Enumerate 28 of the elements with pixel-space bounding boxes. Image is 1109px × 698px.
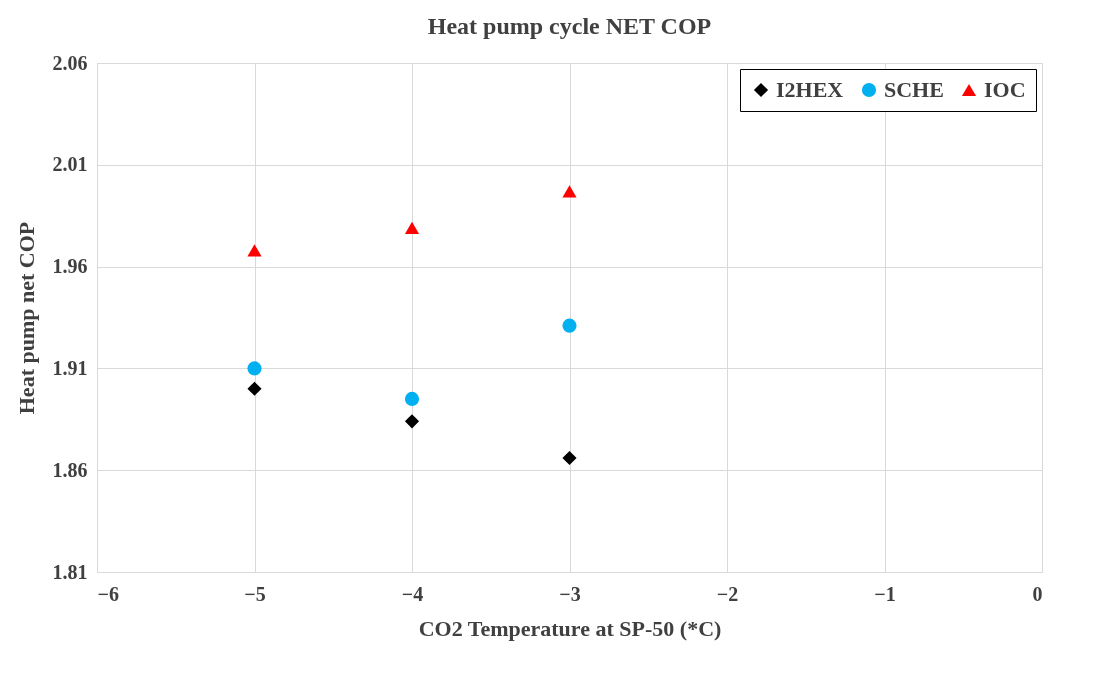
y-tick-label: 1.96	[52, 255, 88, 278]
y-tick-label: 1.91	[52, 356, 88, 379]
legend-label: SCHE	[884, 77, 944, 102]
point	[562, 450, 577, 466]
point	[562, 185, 577, 198]
x-axis-title: CO2 Temperature at SP-50 (*C)	[418, 615, 722, 641]
y-axis-title: Heat pump net COP	[13, 221, 39, 415]
point	[404, 221, 420, 235]
legend-label: I2HEX	[776, 77, 844, 102]
chart-title: Heat pump cycle NET COP	[427, 13, 712, 39]
x-tick-label: −5	[244, 582, 266, 605]
x-tick-label: −2	[716, 582, 739, 605]
x-tick-label: 0	[1032, 582, 1043, 605]
point	[247, 381, 262, 396]
legend-label: IOC	[984, 77, 1026, 102]
point	[404, 414, 420, 429]
x-tick-label: −3	[559, 582, 581, 605]
x-tick-label: −4	[401, 582, 424, 605]
x-tick-label: −1	[874, 582, 896, 605]
y-tick-label: 1.81	[52, 560, 88, 583]
point	[247, 361, 262, 376]
y-tick-label: 2.06	[52, 51, 88, 74]
y-tick-label: 2.01	[52, 153, 88, 176]
x-tick-label: −6	[97, 582, 119, 605]
point	[562, 318, 577, 333]
point	[404, 391, 420, 406]
y-tick-label: 1.86	[52, 458, 88, 481]
point	[247, 244, 262, 257]
